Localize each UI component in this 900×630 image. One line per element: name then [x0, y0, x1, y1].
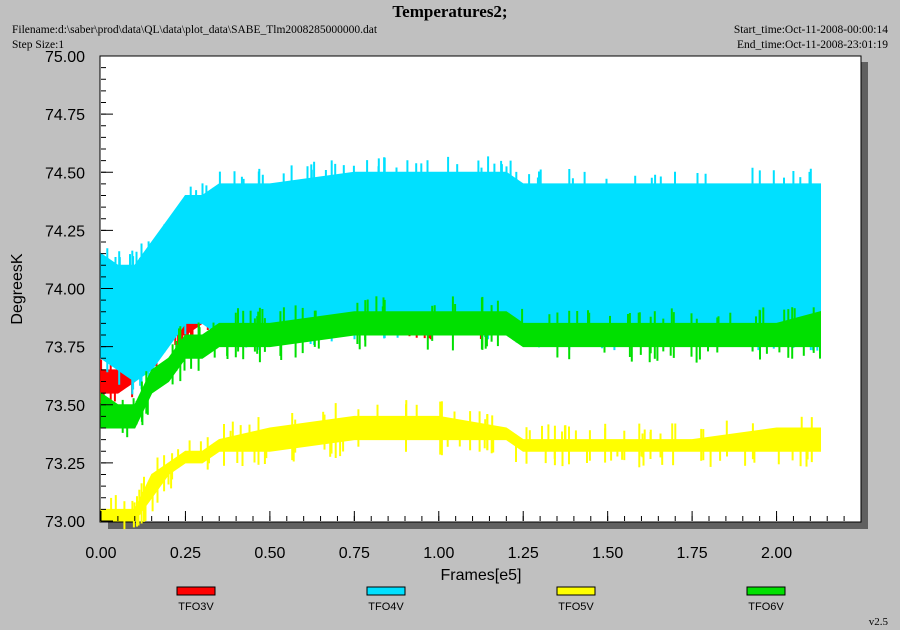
series-layer: [100, 156, 821, 530]
axes-layer: 73.00 73.25 73.50 73.75 74.00 74.25 74.50 74.75…: [45, 49, 862, 562]
legend-label-tfo5v: TFO5V: [558, 601, 594, 613]
y-tick-label: 73.50: [45, 398, 85, 415]
y-tick-label: 74.25: [45, 223, 85, 240]
x-tick-label: 1.00: [423, 545, 454, 562]
series-spikes-tfo5v: [110, 400, 813, 530]
legend-swatch-tfo5v: [556, 586, 596, 596]
x-tick-label: 0.25: [170, 545, 201, 562]
legend: TFO3V TFO4V TFO5V TFO6V: [176, 586, 786, 613]
y-tick-label: 73.00: [45, 514, 85, 531]
legend-swatch-tfo4v: [366, 586, 406, 596]
y-axis-label: DegreesK: [9, 253, 26, 324]
step-size-text: Step Size:1: [12, 39, 65, 51]
start-time-text: Start_time:Oct-11-2008-00:00:14: [733, 24, 888, 36]
legend-label-tfo3v: TFO3V: [178, 601, 214, 613]
x-tick-label: 0.75: [339, 545, 370, 562]
x-tick-label: 1.50: [592, 545, 623, 562]
x-tick-label: 1.75: [677, 545, 708, 562]
x-tick-label: 0.00: [85, 545, 116, 562]
filename-text: Filename:d:\saber\prod\data\QL\data\plot…: [12, 24, 378, 36]
end-time-text: End_time:Oct-11-2008-23:01:19: [737, 39, 888, 51]
legend-label-tfo4v: TFO4V: [368, 601, 404, 613]
legend-swatch-tfo6v: [746, 586, 786, 596]
y-tick-label: 74.50: [45, 165, 85, 182]
version-text: v2.5: [868, 616, 888, 628]
y-tick-label: 73.25: [45, 456, 85, 473]
chart-title: Temperatures2;: [392, 2, 508, 21]
y-tick-label: 73.75: [45, 340, 85, 357]
y-tick-label: 74.75: [45, 107, 85, 124]
legend-label-tfo6v: TFO6V: [748, 601, 784, 613]
x-tick-label: 1.25: [508, 545, 539, 562]
legend-swatch-tfo3v: [176, 586, 216, 596]
y-tick-label: 74.00: [45, 282, 85, 299]
x-tick-label: 0.50: [254, 545, 285, 562]
y-tick-label: 75.00: [45, 49, 85, 66]
x-axis-label: Frames[e5]: [441, 567, 522, 584]
x-tick-label: 2.00: [761, 545, 792, 562]
series-spikes-tfo6v: [106, 296, 821, 438]
